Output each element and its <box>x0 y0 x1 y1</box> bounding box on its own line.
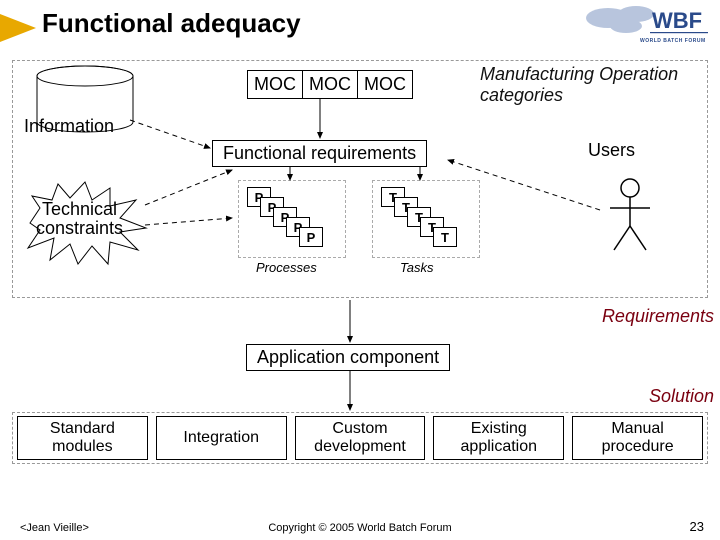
requirements-side-label: Requirements <box>602 306 714 327</box>
solution-cell: Custom development <box>295 416 426 460</box>
solution-cell: Integration <box>156 416 287 460</box>
solution-cell: Manual procedure <box>572 416 703 460</box>
solution-cell: Standard modules <box>17 416 148 460</box>
solution-side-label: Solution <box>649 386 714 407</box>
footer-copyright: Copyright © 2005 World Batch Forum <box>0 522 720 534</box>
solution-cell: Existing application <box>433 416 564 460</box>
application-component-box: Application component <box>246 344 450 371</box>
solution-row: Standard modulesIntegrationCustom develo… <box>12 412 708 464</box>
slide: Functional adequacy WBF WORLD BATCH FORU… <box>0 0 720 540</box>
footer-page-number: 23 <box>690 519 704 534</box>
